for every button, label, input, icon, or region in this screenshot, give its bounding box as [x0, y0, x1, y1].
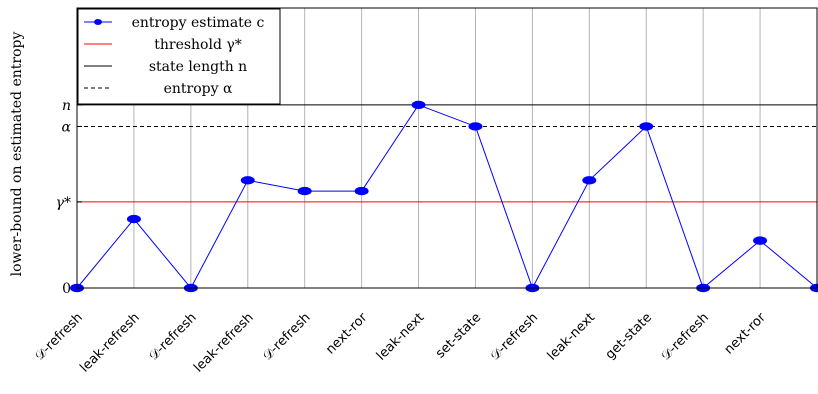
data-point	[411, 100, 426, 110]
y-tick-label: γ*	[56, 195, 71, 211]
y-tick-label: n	[62, 98, 71, 114]
data-point	[639, 122, 654, 131]
series-line	[76, 104, 818, 290]
data-point	[468, 122, 483, 131]
legend-box	[77, 8, 281, 105]
legend-label: threshold γ*	[154, 37, 242, 53]
legend-marker	[94, 19, 102, 25]
legend: entropy estimate c threshold γ* state leng…	[77, 8, 281, 105]
plot-frame	[76, 7, 818, 289]
data-point	[354, 186, 369, 196]
x-tick-label: get-state	[603, 310, 655, 362]
x-tick-label: 𝒟-refresh	[146, 310, 200, 364]
x-tick-label: 𝒟-refresh	[488, 310, 542, 364]
y-ticks: 0 γ* αn	[56, 98, 82, 297]
x-tick-label: 𝒟-refresh	[658, 310, 712, 364]
y-tick-label: α	[62, 119, 72, 135]
x-tick-label: leak-refresh	[191, 310, 256, 375]
legend-label: entropy α	[164, 81, 233, 97]
y-tick-label: 0	[62, 281, 71, 297]
data-point	[582, 176, 597, 185]
reference-lines	[77, 104, 817, 203]
y-axis-label: lower-bound on estimated entropy	[9, 32, 25, 277]
x-tick-label: leak-refresh	[77, 310, 142, 375]
legend-label: state length n	[149, 59, 247, 75]
data-point	[240, 176, 255, 185]
x-tick-label: set-state	[433, 310, 484, 361]
x-tick-label: leak-next	[374, 310, 427, 363]
data-point	[753, 236, 768, 245]
x-tick-label: leak-next	[545, 310, 598, 363]
series-layer	[70, 100, 818, 293]
data-point	[126, 214, 141, 224]
x-tick-label: next-ror	[722, 310, 770, 358]
legend-label: entropy estimate c	[132, 15, 265, 31]
x-tick-label: 𝒟-refresh	[260, 310, 314, 364]
x-tick-label: next-ror	[323, 310, 371, 358]
data-point	[297, 186, 312, 196]
x-tick-label: 𝒟-refresh	[32, 310, 86, 364]
